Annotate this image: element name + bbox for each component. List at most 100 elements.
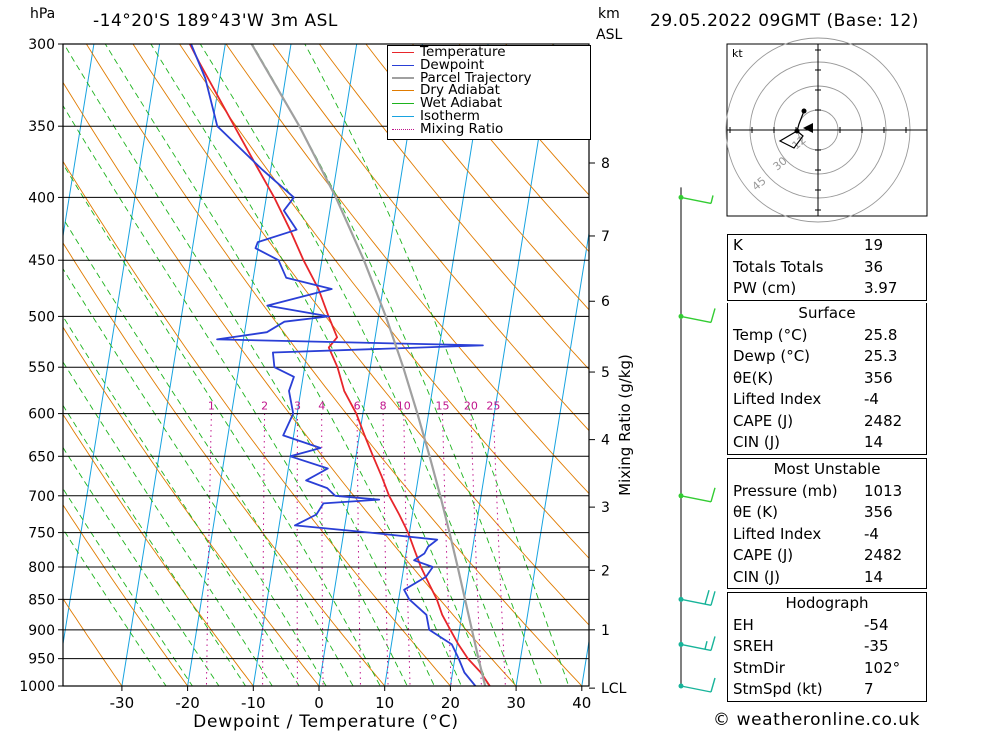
surface-row: CAPE (J) 2482 [728,411,926,433]
asl-label: ASL [596,27,623,43]
surface-row: Temp (°C) 25.8 [728,325,926,347]
wind-barb-flag [710,308,716,323]
isotherm-line [187,44,292,686]
pressure-tick-label: 800 [28,560,55,576]
surface-value: 14 [864,433,884,451]
wind-barb-staff [680,598,712,607]
km-tick-label: 5 [601,365,610,381]
hodograph-label: SREH [733,637,774,655]
mixing-ratio-line [492,413,506,686]
wind-barb-flag [710,487,716,503]
hodograph-value: 7 [864,680,874,698]
dry-adiabat-line [63,160,451,686]
wind-barb-half [710,195,714,204]
km-label: km [598,6,620,22]
pressure-tick-label: 450 [28,253,55,269]
km-tick-label: 3 [601,500,610,516]
most-unstable-row: Lifted Index -4 [728,524,926,546]
wet-adiabat-line [251,44,543,686]
isotherm-line [252,44,358,686]
pressure-tick-label: 500 [28,309,55,325]
wind-barb-staff [680,315,712,324]
dry-adiabat-line [63,242,386,686]
dry-adiabat-line [411,44,589,253]
pressure-unit-label: hPa [30,6,56,22]
legend-swatch [392,90,414,92]
mixing-ratio-label: 20 [464,400,478,413]
pressure-tick-label: 350 [28,119,55,135]
legend-swatch [392,115,414,117]
hodograph-trace [778,110,805,149]
mixing-ratio-label: 2 [261,400,268,413]
mixing-ratio-label: 8 [380,400,387,413]
dry-adiabat-line [63,413,254,686]
hodograph-table-title: Hodograph [728,592,926,615]
legend-label: Dry Adiabat [420,82,500,99]
isotherm-line [121,44,226,686]
surface-value: 25.3 [864,347,898,365]
dry-adiabat-line [225,44,589,495]
hodograph-table: Hodograph EH -54 SREH -35 StmDir 102° StmSpd (… [727,592,927,702]
mixing-ratio-label: 3 [294,400,301,413]
isotherm-line [63,44,95,239]
mixing-ratio-line [442,413,452,686]
wind-barb-flag [710,636,716,651]
wet-adiabat-line [63,163,381,686]
hodograph-row: StmSpd (kt) 7 [728,679,926,701]
wind-barb-staff [680,685,712,693]
mixing-ratio-label: 15 [436,400,450,413]
legend-swatch [392,51,414,53]
most-unstable-label: θE (K) [733,503,778,521]
wet-adiabat-line [63,487,193,686]
legend-label: Dewpoint [420,56,485,73]
chart-plot-area: 1 2 3 4 6 8 10 15 20 25 [63,44,589,686]
mixing-ratio-line [356,413,362,686]
wet-adiabat-line [199,44,516,686]
wet-adiabat-line [104,44,462,686]
legend-label: Mixing Ratio [420,120,504,137]
credit-footer: © weatheronline.co.uk [713,710,921,730]
isotherm-line [449,44,555,686]
pressure-tick-label: 850 [28,592,55,608]
index-row: Totals Totals 36 [728,257,926,279]
surface-label: CIN (J) [733,433,781,451]
surface-label: Dewp (°C) [733,347,811,365]
index-label: PW (cm) [733,279,797,297]
most-unstable-label: CIN (J) [733,567,781,586]
surface-value: 356 [864,368,893,387]
indices-table: K 19 Totals Totals 36 PW (cm) 3.97 [727,234,927,301]
hodograph-row: SREH -35 [728,636,926,658]
most-unstable-row: Pressure (mb) 1013 [728,481,926,503]
most-unstable-label: Lifted Index [733,524,822,543]
pressure-tick-label: 400 [28,190,55,206]
mixing-ratio-line [382,413,389,686]
surface-label: CAPE (J) [733,411,794,430]
index-value: 36 [864,257,884,276]
dry-adiabat-line [63,597,123,686]
surface-label: Lifted Index [733,390,822,408]
wind-barb-staff [680,196,712,205]
legend-swatch [392,76,414,79]
km-tick-label: 2 [601,563,610,579]
most-unstable-table: Most Unstable Pressure (mb) 1013 θE (K) 356… [727,458,927,589]
most-unstable-value: 356 [864,503,893,521]
legend-item: Temperature [388,45,590,59]
most-unstable-value: 14 [864,567,884,586]
hodograph-row: StmDir 102° [728,658,926,680]
surface-title: Surface [798,304,856,322]
hodograph-point [801,108,807,114]
datetime-title: 29.05.2022 09GMT (Base: 12) [650,11,919,31]
km-tick-label: 6 [601,294,610,310]
km-tick-label: 1 [601,623,610,639]
index-label: K [733,236,743,254]
surface-row: Lifted Index -4 [728,389,926,411]
x-tick-label: 10 [375,694,394,712]
x-tick-label: -10 [241,694,266,712]
wet-adiabat-line [150,44,489,686]
legend-item: Wet Adiabat [388,97,590,110]
most-unstable-label: Pressure (mb) [733,481,838,500]
legend-item: Mixing Ratio [388,120,590,137]
isotherm-line [515,230,589,686]
